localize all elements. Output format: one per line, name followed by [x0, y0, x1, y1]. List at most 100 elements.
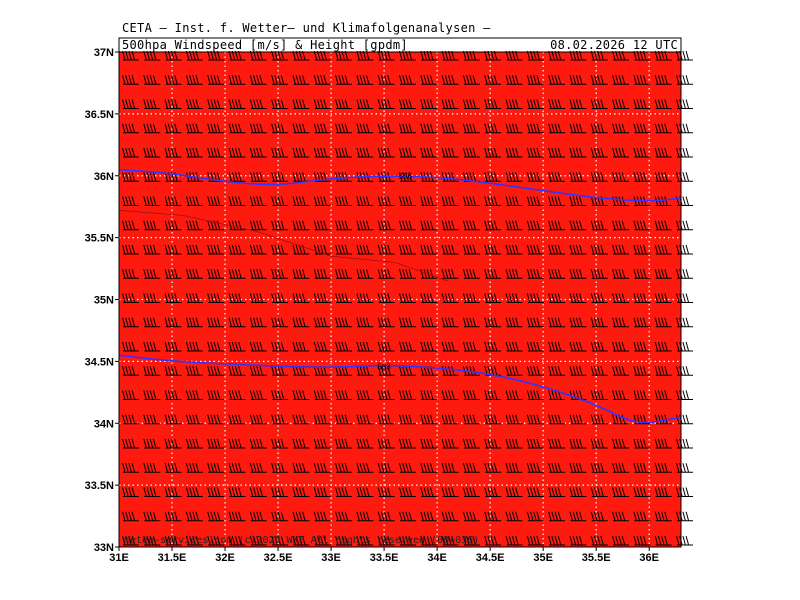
wind-barb	[633, 244, 651, 255]
wind-barb	[207, 414, 225, 425]
wind-barb	[399, 269, 416, 279]
wind-barb	[377, 438, 395, 449]
wind-barb	[377, 244, 395, 255]
wind-barb	[207, 220, 225, 231]
wind-barb	[462, 220, 480, 231]
wind-barb	[420, 293, 438, 303]
wind-barb	[164, 317, 182, 328]
wind-barb	[271, 390, 289, 400]
wind-barb	[228, 172, 246, 182]
wind-barb	[164, 75, 182, 85]
wind-barb	[569, 293, 587, 303]
wind-barb	[292, 220, 310, 231]
wind-barb	[249, 172, 267, 182]
wind-barb	[164, 293, 182, 303]
wind-barb	[292, 50, 310, 61]
wind-barb	[164, 390, 182, 400]
wind-barb	[271, 341, 289, 352]
wind-barb	[143, 269, 161, 279]
wind-barb	[313, 463, 331, 473]
wind-barb	[548, 269, 566, 279]
wind-barb	[399, 511, 416, 522]
wind-barb	[526, 463, 544, 473]
wind-barb	[164, 366, 182, 376]
wind-barb	[207, 75, 225, 85]
wind-barb	[185, 463, 203, 473]
wind-barb	[313, 317, 331, 328]
wind-barb	[462, 123, 480, 134]
wind-barb	[569, 147, 587, 158]
wind-barb	[612, 244, 630, 255]
wind-barb	[441, 244, 459, 255]
wind-barb	[228, 220, 246, 231]
wind-barb	[441, 75, 459, 85]
wind-barb	[207, 293, 225, 303]
wind-barb	[633, 390, 651, 400]
wind-barb	[143, 487, 161, 497]
wind-barb	[143, 414, 161, 425]
wind-barb	[526, 123, 544, 134]
wind-barb	[548, 535, 566, 546]
wind-barb	[420, 414, 438, 425]
wind-barb	[356, 99, 374, 109]
wind-barb	[292, 172, 310, 182]
wind-barb	[548, 390, 566, 400]
wind-barb	[526, 366, 544, 376]
wind-barb	[633, 75, 651, 85]
wind-barb	[420, 220, 438, 231]
wind-barb	[569, 317, 587, 328]
wind-barb	[292, 390, 310, 400]
wind-barb	[633, 463, 651, 473]
wind-barb	[271, 196, 289, 206]
wind-barb	[526, 535, 544, 546]
wind-barb	[292, 75, 310, 85]
wind-barb	[399, 463, 416, 473]
wind-barb	[505, 390, 523, 400]
wind-barb	[484, 487, 502, 497]
wind-barb	[143, 366, 161, 376]
wind-barb	[612, 390, 630, 400]
wind-barb	[654, 341, 672, 352]
wind-barb	[249, 75, 267, 85]
wind-barb	[505, 366, 523, 376]
wind-barb	[441, 123, 459, 134]
wind-barb	[569, 487, 587, 497]
wind-barb	[335, 390, 353, 400]
wind-barb	[612, 172, 630, 182]
wind-barb	[249, 317, 267, 328]
footer-credit: meteo-services.com (c)2026 WKF All right…	[124, 535, 479, 546]
wind-barb	[420, 317, 438, 328]
lat-tick-label: 34N	[94, 418, 114, 430]
wind-barb	[122, 123, 139, 134]
wind-barb	[462, 390, 480, 400]
wind-barb	[548, 196, 566, 206]
wind-barb	[292, 414, 310, 425]
wind-barb	[228, 99, 246, 109]
wind-barb	[143, 390, 161, 400]
wind-barb	[548, 317, 566, 328]
wind-barb	[590, 317, 608, 328]
wind-barb	[548, 293, 566, 303]
wind-barb	[356, 463, 374, 473]
wind-barb	[185, 390, 203, 400]
wind-barb	[484, 99, 502, 109]
wind-barb	[313, 196, 331, 206]
lon-tick-label: 31.5E	[158, 552, 187, 564]
lon-tick-label: 34.5E	[476, 552, 505, 564]
wind-barb	[484, 220, 502, 231]
wind-barb	[505, 220, 523, 231]
wind-barb	[313, 487, 331, 497]
wind-barb	[164, 463, 182, 473]
wind-barb	[526, 390, 544, 400]
lat-tick-label: 36N	[94, 171, 114, 183]
wind-barb	[654, 269, 672, 279]
wind-barb	[654, 438, 672, 449]
lon-tick-label: 32.5E	[264, 552, 293, 564]
wind-barb	[399, 123, 416, 134]
wind-barb	[420, 75, 438, 85]
wind-barb	[185, 414, 203, 425]
wind-barb	[313, 75, 331, 85]
wind-barb	[356, 487, 374, 497]
wind-barb	[569, 463, 587, 473]
wind-barb	[633, 293, 651, 303]
